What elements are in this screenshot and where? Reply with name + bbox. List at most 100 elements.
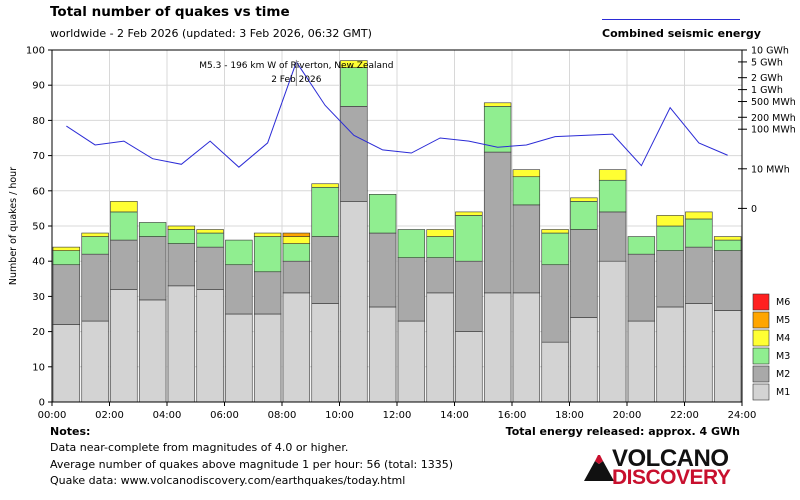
legend-swatch-m1: [752, 383, 770, 401]
bar-m1: [52, 324, 81, 403]
energy-line: [66, 60, 728, 168]
bar-m4: [196, 229, 224, 234]
bar-m4: [282, 236, 311, 244]
legend-swatch-m2: [752, 365, 770, 383]
energy-tick-label: 10 MWh: [751, 164, 790, 175]
energy-total: Total energy released: approx. 4 GWh: [505, 425, 740, 438]
y-tick-label: 20: [32, 327, 45, 338]
bar-m3: [713, 239, 742, 251]
energy-tick-label: 5 GWh: [751, 57, 783, 68]
bar-m1: [397, 320, 426, 403]
bar-m1: [253, 313, 282, 403]
bar-m2: [81, 253, 109, 322]
bar-m3: [368, 194, 397, 234]
x-tick-label: 08:00: [268, 410, 297, 421]
bar-m1: [340, 201, 368, 403]
bar-m2: [685, 246, 713, 304]
bar-m1: [196, 289, 224, 403]
bar-m1: [110, 289, 138, 403]
chart-subtitle: worldwide - 2 Feb 2026 (updated: 3 Feb 2…: [50, 27, 372, 40]
bar-m2: [598, 211, 627, 262]
bar-m2: [340, 106, 368, 202]
legend-swatch-m5: [752, 311, 770, 329]
y-tick-label: 70: [32, 151, 45, 162]
bar-m4: [52, 246, 81, 251]
bar-m4: [713, 236, 742, 241]
annotation-text: M5.3 - 196 km W of Riverton, New Zealand: [199, 61, 393, 71]
x-tick-label: 04:00: [153, 410, 182, 421]
bar-m2: [426, 257, 454, 294]
y-tick-label: 100: [26, 46, 45, 57]
y-tick-label: 50: [32, 222, 45, 233]
bar-m2: [225, 264, 253, 315]
bar-m3: [656, 225, 684, 251]
bar-m4: [483, 102, 512, 107]
bar-m4: [570, 197, 598, 202]
bar-m4: [512, 169, 541, 178]
bar-m3: [311, 186, 339, 237]
bar-m2: [570, 229, 598, 318]
bar-m3: [253, 236, 282, 273]
chart-title: Total number of quakes vs time: [50, 4, 290, 20]
bar-m2: [196, 246, 224, 290]
bar-m2: [713, 250, 742, 311]
bar-m1: [138, 299, 167, 403]
bar-m1: [311, 303, 339, 403]
bar-m3: [110, 211, 138, 241]
bar-m1: [656, 306, 684, 403]
bar-m3: [138, 222, 167, 237]
bar-m4: [110, 201, 138, 213]
bar-m1: [627, 320, 656, 403]
bar-m2: [512, 204, 541, 294]
bar-m2: [541, 264, 569, 343]
bar-m1: [455, 331, 483, 403]
bar-m3: [81, 236, 109, 255]
note-average: Average number of quakes above magnitude…: [50, 458, 453, 471]
bar-m3: [196, 232, 224, 248]
bar-m3: [52, 250, 81, 266]
energy-tick-label: 200 MWh: [751, 113, 796, 124]
x-tick-label: 20:00: [613, 410, 642, 421]
energy-legend-label: Combined seismic energy: [602, 27, 761, 40]
bar-m3: [570, 201, 598, 230]
bar-m4: [253, 232, 282, 237]
bar-m4: [340, 60, 368, 68]
x-tick-label: 12:00: [383, 410, 412, 421]
bar-m3: [397, 229, 426, 258]
x-tick-label: 00:00: [38, 410, 67, 421]
legend-label-m5: M5: [776, 315, 790, 326]
bar-m1: [685, 303, 713, 403]
legend-label-m4: M4: [776, 333, 790, 344]
x-tick-label: 16:00: [498, 410, 527, 421]
bar-m1: [512, 292, 541, 403]
y-tick-label: 30: [32, 292, 45, 303]
bar-m4: [598, 169, 627, 181]
note-completeness: Data near-complete from magnitudes of 4.…: [50, 441, 349, 454]
logo-text-discovery: DISCOVERY: [612, 466, 731, 489]
energy-tick-label: 10 GWh: [751, 46, 789, 57]
bar-m2: [311, 236, 339, 304]
bar-m1: [282, 292, 311, 403]
bar-m4: [81, 232, 109, 237]
x-tick-label: 22:00: [670, 410, 699, 421]
bar-m1: [167, 285, 196, 403]
bar-m1: [368, 306, 397, 403]
energy-tick-label: 2 GWh: [751, 73, 783, 84]
bar-m4: [455, 211, 483, 216]
bar-m2: [627, 253, 656, 322]
bar-m1: [81, 320, 109, 403]
bar-m3: [483, 106, 512, 153]
y-tick-label: 90: [32, 81, 45, 92]
bar-m4: [167, 225, 196, 230]
bar-m3: [685, 218, 713, 248]
plot-border: [51, 49, 743, 403]
bar-m3: [225, 239, 253, 266]
bar-m1: [225, 313, 253, 403]
x-tick-label: 10:00: [325, 410, 354, 421]
bar-m4: [541, 229, 569, 234]
bar-m2: [138, 236, 167, 301]
bar-m2: [52, 264, 81, 325]
bar-m3: [455, 215, 483, 262]
legend-label-m6: M6: [776, 297, 790, 308]
